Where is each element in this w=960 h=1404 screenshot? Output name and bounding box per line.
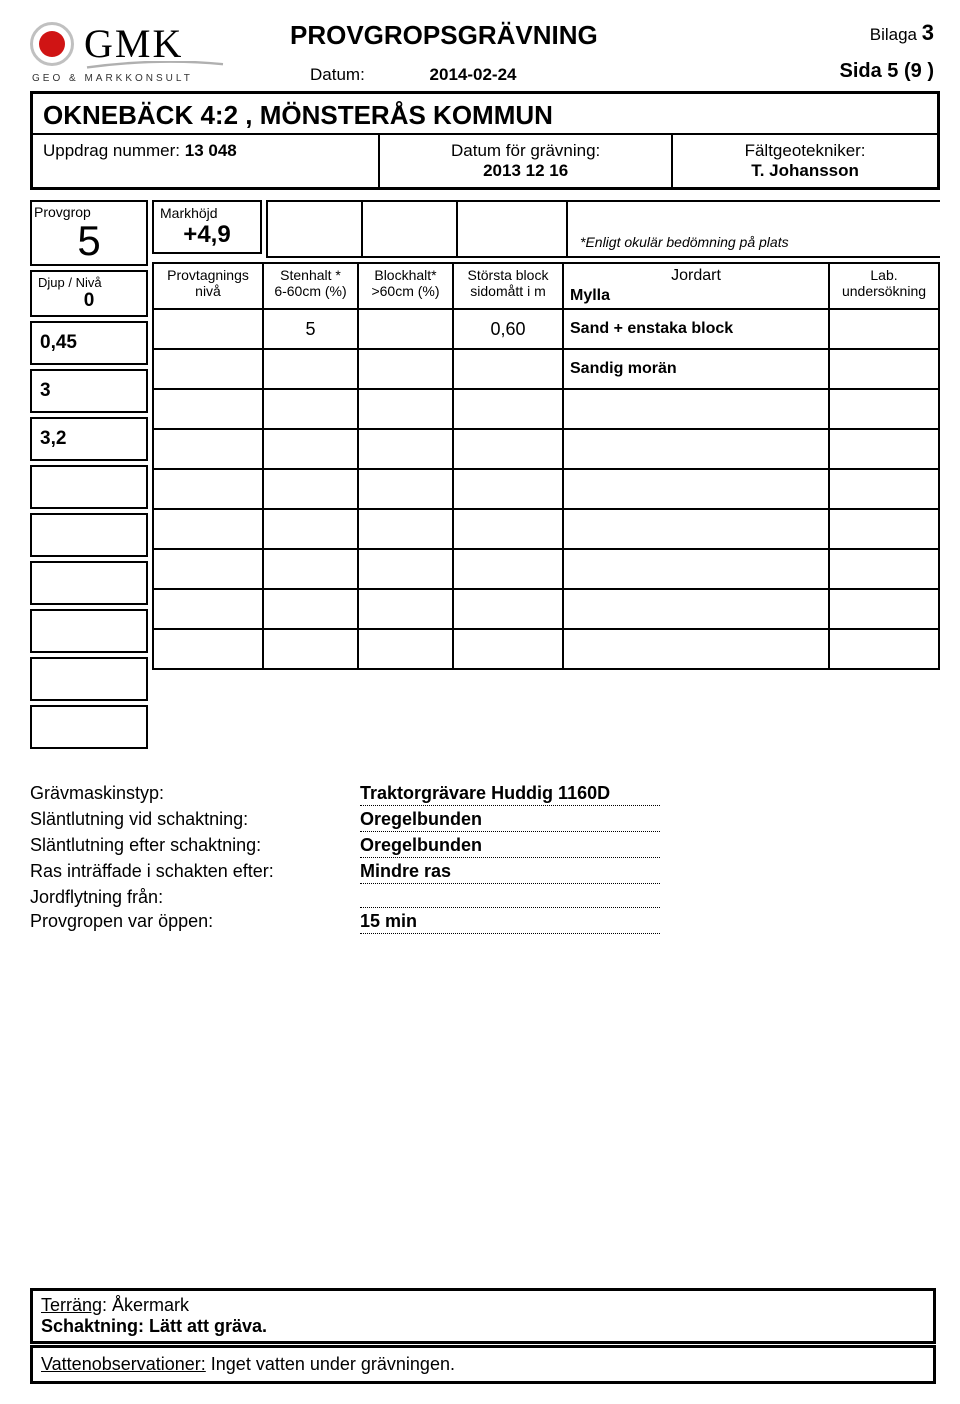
vatten-label: Vattenobservationer: [41, 1354, 206, 1374]
bilaga-number: 3 [922, 20, 934, 45]
table-row [153, 389, 939, 429]
terrang-label: Terräng [41, 1295, 102, 1315]
col-provtagnings: Provtagningsnivå [153, 263, 263, 309]
datum-gravning-value: 2013 12 16 [483, 161, 568, 180]
col-stenhalt: Stenhalt *6-60cm (%) [263, 263, 358, 309]
info-label: Släntlutning vid schaktning: [30, 809, 360, 832]
logo-subtitle: GEO & MARKKONSULT [32, 73, 193, 84]
bilaga-label: Bilaga [870, 25, 917, 44]
depth-empty [30, 609, 148, 653]
col-blockhalt: Blockhalt*>60cm (%) [358, 263, 453, 309]
table-row [153, 629, 939, 669]
markhojd-label: Markhöjd [160, 205, 254, 221]
info-value: Mindre ras [360, 861, 660, 884]
table-row [153, 429, 939, 469]
table-row [153, 509, 939, 549]
info-value: 15 min [360, 911, 660, 934]
faltgeotekniker-value: T. Johansson [751, 161, 859, 180]
table-row [153, 469, 939, 509]
jordart-value: Sand + enstaka block [563, 309, 829, 349]
logo-text: GMK [84, 20, 183, 67]
depth-empty [30, 465, 148, 509]
faltgeotekniker-label: Fältgeotekniker: [683, 141, 927, 161]
header-right: Bilaga 3 Sida 5 (9 ) [840, 20, 934, 83]
markhojd-box: Markhöjd +4,9 [152, 200, 262, 254]
table-row [153, 589, 939, 629]
page: GMK GEO & MARKKONSULT PROVGROPSGRÄVNING … [0, 0, 960, 1404]
document-header: GMK GEO & MARKKONSULT PROVGROPSGRÄVNING … [30, 20, 940, 85]
uppdrag-cell: Uppdrag nummer: 13 048 [33, 135, 380, 187]
info-label: Jordflytning från: [30, 887, 360, 908]
left-column: Provgrop 5 Djup / Nivå 0 0,45 3 3,2 [30, 200, 148, 753]
project-box: OKNEBÄCK 4:2 , MÖNSTERÅS KOMMUN Uppdrag … [30, 91, 940, 190]
project-title: OKNEBÄCK 4:2 , MÖNSTERÅS KOMMUN [33, 94, 937, 133]
faltgeotekniker-cell: Fältgeotekniker: T. Johansson [673, 135, 937, 187]
col-storsta-block: Största blocksidomått i m [453, 263, 563, 309]
depth-empty [30, 513, 148, 557]
uppdrag-number: 13 048 [185, 141, 237, 160]
table-row: 5 0,60 Sand + enstaka block [153, 309, 939, 349]
info-label: Ras inträffade i schakten efter: [30, 861, 360, 884]
djup-zero: 0 [38, 290, 140, 312]
col-jordart: Jordart Mylla [563, 263, 829, 309]
djup-label: Djup / Nivå [38, 275, 140, 290]
datum-gravning-cell: Datum för grävning: 2013 12 16 [380, 135, 673, 187]
info-value: Oregelbunden [360, 809, 660, 832]
info-label: Provgropen var öppen: [30, 911, 360, 934]
info-value: Oregelbunden [360, 835, 660, 858]
document-title: PROVGROPSGRÄVNING [290, 20, 840, 51]
logo-block: GMK GEO & MARKKONSULT [30, 20, 240, 84]
soil-table: Provtagningsnivå Stenhalt *6-60cm (%) Bl… [152, 262, 940, 670]
title-block: PROVGROPSGRÄVNING Datum: 2014-02-24 [280, 20, 840, 85]
depth-value: 3 [30, 369, 148, 413]
terrang-value: : Åkermark [102, 1295, 189, 1315]
uppdrag-label: Uppdrag nummer: [43, 141, 180, 160]
provgrop-number: 5 [34, 220, 144, 262]
table-header-row: Provtagningsnivå Stenhalt *6-60cm (%) Bl… [153, 263, 939, 309]
jordart-value: Sandig morän [563, 349, 829, 389]
stenhalt-value: 5 [263, 309, 358, 349]
depth-value: 0,45 [30, 321, 148, 365]
depth-value: 3,2 [30, 417, 148, 461]
info-value: Traktorgrävare Huddig 1160D [360, 783, 660, 806]
provgrop-box: Provgrop 5 [30, 200, 148, 266]
page-number: Sida 5 (9 ) [840, 60, 934, 83]
storsta-value: 0,60 [453, 309, 563, 349]
bedomning-note: *Enligt okulär bedömning på plats [580, 234, 789, 250]
info-label: Släntlutning efter schaktning: [30, 835, 360, 858]
table-row: Sandig morän [153, 349, 939, 389]
datum-gravning-label: Datum för grävning: [390, 141, 661, 161]
markhojd-value: +4,9 [160, 221, 254, 249]
schaktning-line: Schaktning: Lätt att gräva. [41, 1316, 267, 1336]
datum-value: 2014-02-24 [430, 65, 517, 84]
vatten-value: Inget vatten under grävningen. [206, 1354, 455, 1374]
depth-empty [30, 705, 148, 749]
terrang-box-wrapper: Terräng: Åkermark Schaktning: Lätt att g… [30, 1284, 936, 1344]
right-column: Markhöjd +4,9 *Enligt okulär bedömning p… [152, 200, 940, 753]
table-row [153, 549, 939, 589]
logo-swoosh-icon [70, 61, 240, 69]
col-lab: Lab.undersökning [829, 263, 939, 309]
logo-icon [30, 22, 74, 66]
depth-empty [30, 657, 148, 701]
info-value [360, 887, 660, 908]
body-area: Provgrop 5 Djup / Nivå 0 0,45 3 3,2 Mark… [30, 200, 940, 753]
depth-empty [30, 561, 148, 605]
info-label: Grävmaskinstyp: [30, 783, 360, 806]
datum-label: Datum: [310, 65, 365, 84]
vatten-box: Vattenobservationer: Inget vatten under … [30, 1345, 936, 1384]
info-block: Grävmaskinstyp:Traktorgrävare Huddig 116… [30, 783, 940, 934]
terrang-box: Terräng: Åkermark Schaktning: Lätt att g… [30, 1288, 936, 1344]
djup-header-box: Djup / Nivå 0 [30, 270, 148, 317]
